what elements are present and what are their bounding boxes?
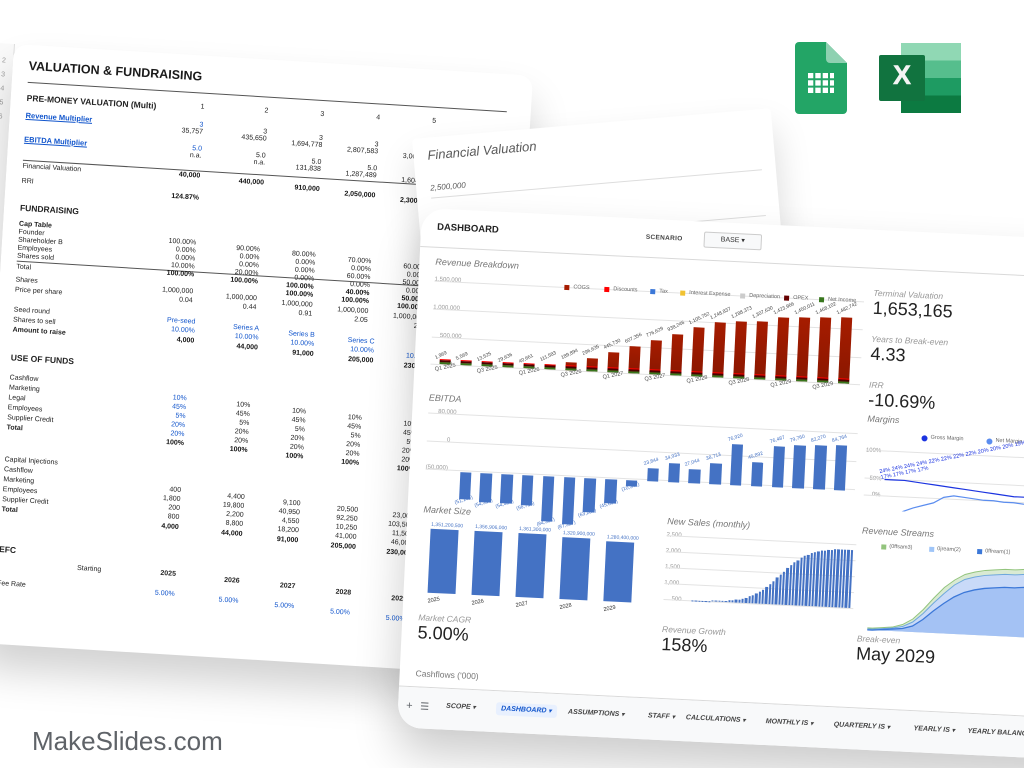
svg-text:X: X (893, 60, 911, 90)
